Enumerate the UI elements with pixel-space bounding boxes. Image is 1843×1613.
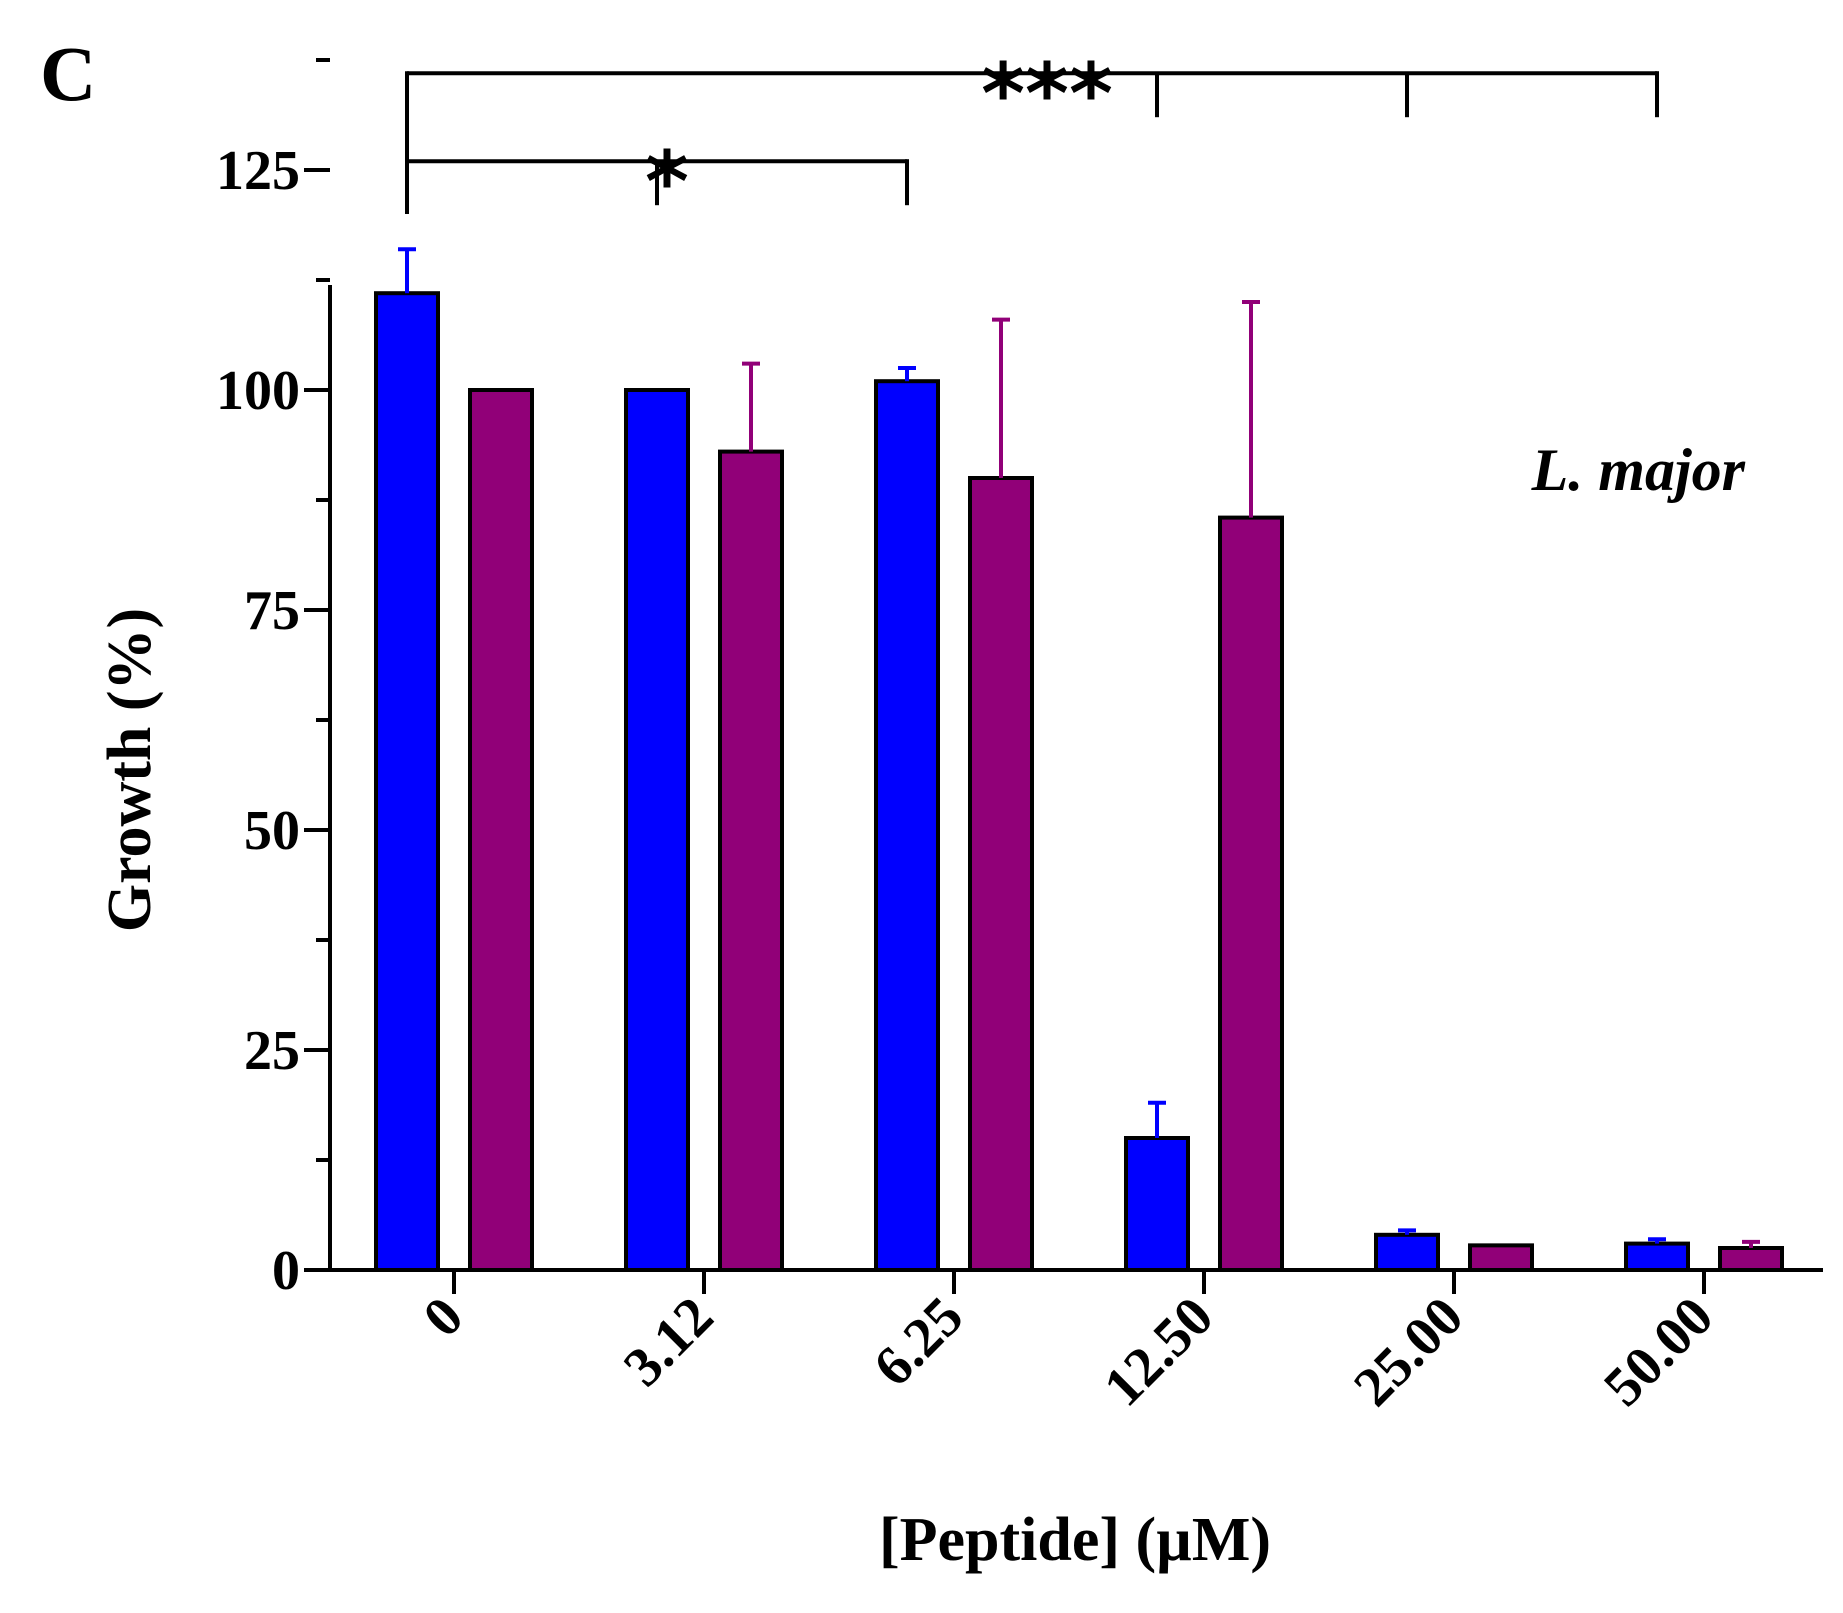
bar-series-1 [1124,1136,1190,1272]
x-tick-label: 12.50 [1092,1285,1225,1418]
x-tick-label: 6.25 [862,1285,975,1398]
species-annotation: L. major [1531,437,1746,503]
bar-series-1 [374,291,440,1272]
x-axis-title: [Peptide] (µM) [879,1506,1271,1574]
bar-series-2 [468,388,534,1272]
bars [374,291,1784,1273]
bar-series-2 [1218,515,1284,1272]
y-tick-label: 0 [272,1240,300,1302]
x-tick-label: 0 [412,1285,476,1349]
x-tick-label: 25.00 [1342,1285,1475,1418]
bar-series-1 [624,388,690,1272]
significance-label: *** [981,45,1113,143]
panel-label: C [40,30,96,117]
y-axis-title: Growth (%) [96,608,164,932]
significance-label: * [645,133,689,231]
error-bars [398,247,1760,1248]
y-tick-label: 125 [216,140,300,202]
y-tick-label: 75 [244,580,300,642]
bar-series-2 [968,476,1034,1272]
y-tick-label: 50 [244,800,300,862]
bar-series-1 [874,379,940,1272]
x-tick-label: 3.12 [612,1285,725,1398]
bar-series-2 [718,449,784,1273]
bar-series-1 [1374,1232,1440,1273]
bar-series-2 [1468,1243,1534,1272]
y-tick-label: 100 [216,360,300,422]
bar-series-1 [1624,1241,1690,1272]
x-tick-label: 50.00 [1592,1285,1725,1418]
significance-brackets: **** [405,45,1659,231]
y-tick-label: 25 [244,1020,300,1082]
bar-series-2 [1718,1246,1784,1272]
